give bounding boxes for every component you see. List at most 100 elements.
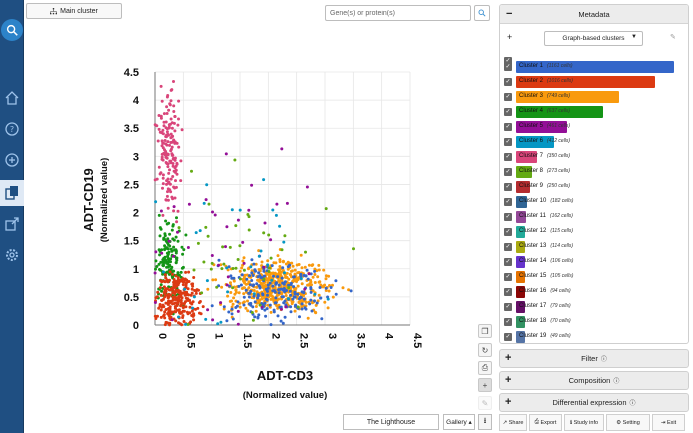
cluster-checkbox[interactable]: ✓ xyxy=(504,198,512,206)
cluster-checkbox[interactable]: ✓ xyxy=(504,93,512,101)
add-icon[interactable] xyxy=(3,151,21,169)
edit-plot-button[interactable]: ✎ xyxy=(478,396,492,410)
zoom-button[interactable]: + xyxy=(478,378,492,392)
export-button[interactable]: ⎙ Export xyxy=(529,414,562,431)
metadata-header[interactable]: − Metadata xyxy=(500,5,688,24)
add-metadata-button[interactable]: + xyxy=(507,32,513,42)
cluster-row[interactable]: ✓ Cluster 3 (749 cells) xyxy=(504,91,686,104)
cluster-checkbox[interactable]: ✓ xyxy=(504,183,512,191)
data-point xyxy=(222,262,226,266)
cluster-row[interactable]: ✓ Cluster 18 (70 cells) xyxy=(504,316,686,329)
cluster-row[interactable]: ✓ Cluster 1 (1161 cells) xyxy=(504,61,686,74)
scatter-plot[interactable]: 0 0.5 1 1.5 2 2.5 3 3.5 4 4.5 0 0.5 1 1.5 2 2.5 3 3.5 4 4.5… xyxy=(80,62,430,402)
cluster-checkbox[interactable]: ✓ xyxy=(504,213,512,221)
data-point xyxy=(177,315,180,319)
y-axis-label: ADT-CD19 xyxy=(81,168,96,232)
data-point xyxy=(172,209,176,213)
cluster-checkbox[interactable]: ✓ xyxy=(504,108,512,116)
cluster-checkbox[interactable]: ✓ xyxy=(504,258,512,266)
cluster-row[interactable]: ✓ Cluster 19 (49 cells) xyxy=(504,331,686,343)
cluster-row[interactable]: ✓ Cluster 14 (106 cells) xyxy=(504,256,686,269)
cluster-checkbox[interactable]: ✓ xyxy=(504,288,512,296)
cluster-checkbox[interactable]: ✓ xyxy=(504,63,512,71)
help-icon[interactable]: ? xyxy=(3,120,21,138)
cluster-row[interactable]: ✓ Cluster 15 (105 cells) xyxy=(504,271,686,284)
expand-icon[interactable]: + xyxy=(505,352,512,364)
filter-panel-header[interactable]: + Filter ⓘ xyxy=(499,349,689,368)
setting-button[interactable]: ⚙ Setting xyxy=(606,414,650,431)
exit-button[interactable]: ⇥ Exit xyxy=(652,414,685,431)
print-button[interactable]: ⎙ xyxy=(478,361,492,375)
data-point xyxy=(156,290,160,294)
info-icon[interactable]: ⓘ xyxy=(600,357,607,363)
data-point xyxy=(224,152,228,156)
export-icon[interactable] xyxy=(3,215,21,233)
study-info-button[interactable]: ℹ Study info xyxy=(564,414,604,431)
cluster-checkbox[interactable]: ✓ xyxy=(504,123,512,131)
data-point xyxy=(210,304,214,308)
cluster-checkbox[interactable]: ✓ xyxy=(504,318,512,326)
cluster-checkbox[interactable]: ✓ xyxy=(504,138,512,146)
info-icon[interactable]: ⓘ xyxy=(629,401,636,407)
cluster-checkbox[interactable]: ✓ xyxy=(504,303,512,311)
info-icon[interactable]: ⓘ xyxy=(613,379,620,385)
share-button[interactable]: ↗ Share xyxy=(499,414,527,431)
cluster-checkbox[interactable]: ✓ xyxy=(504,333,512,341)
search-button[interactable] xyxy=(474,5,490,21)
cluster-checkbox[interactable]: ✓ xyxy=(504,243,512,251)
copy-plot-button[interactable]: ❐ xyxy=(478,324,492,338)
data-point xyxy=(168,270,172,274)
settings-icon[interactable] xyxy=(3,246,21,264)
cluster-row[interactable]: ✓ Cluster 16 (94 cells) xyxy=(504,286,686,299)
gene-search-input[interactable] xyxy=(325,5,471,21)
cluster-row[interactable]: ✓ Cluster 7 (350 cells) xyxy=(504,151,686,164)
cluster-row[interactable]: ✓ Cluster 5 (461 cells) xyxy=(504,121,686,134)
download-button[interactable]: ⭳ xyxy=(478,414,492,430)
main-cluster-button[interactable]: Main cluster xyxy=(26,3,122,19)
data-point xyxy=(164,293,168,297)
cluster-row[interactable]: ✓ Cluster 8 (273 cells) xyxy=(504,166,686,179)
data-point xyxy=(174,179,177,183)
cluster-row[interactable]: ✓ Cluster 11 (162 cells) xyxy=(504,211,686,224)
cluster-label: Cluster 1 (1161 cells) xyxy=(519,63,573,69)
cluster-row[interactable]: ✓ Cluster 4 (637 cells) xyxy=(504,106,686,119)
data-point xyxy=(181,314,185,318)
data-point xyxy=(283,299,287,303)
cluster-row[interactable]: ✓ Cluster 9 (250 cells) xyxy=(504,181,686,194)
cluster-row[interactable]: ✓ Cluster 6 (412 cells) xyxy=(504,136,686,149)
refresh-button[interactable]: ↻ xyxy=(478,343,492,357)
cluster-checkbox[interactable]: ✓ xyxy=(504,273,512,281)
cluster-row[interactable]: ✓ Cluster 12 (115 cells) xyxy=(504,226,686,239)
lighthouse-button[interactable]: The Lighthouse xyxy=(343,414,439,430)
differential-panel-header[interactable]: + Differential expression ⓘ xyxy=(499,393,689,412)
composition-panel-header[interactable]: + Composition ⓘ xyxy=(499,371,689,390)
data-point xyxy=(168,278,171,282)
data-point xyxy=(172,280,176,284)
expand-icon[interactable]: + xyxy=(505,374,512,386)
edit-metadata-icon[interactable]: ✎ xyxy=(670,34,676,41)
cluster-checkbox[interactable]: ✓ xyxy=(504,228,512,236)
cluster-row[interactable]: ✓ Cluster 2 (1016 cells) xyxy=(504,76,686,89)
home-icon[interactable] xyxy=(3,89,21,107)
expand-icon[interactable]: + xyxy=(505,396,512,408)
data-point xyxy=(159,114,163,118)
metadata-select[interactable]: Graph-based clusters ▼ xyxy=(544,31,643,46)
cluster-checkbox[interactable]: ✓ xyxy=(504,168,512,176)
data-point xyxy=(165,194,169,198)
copy-icon[interactable] xyxy=(3,184,21,202)
data-point xyxy=(267,275,271,279)
data-point xyxy=(169,132,173,136)
cluster-row[interactable]: ✓ Cluster 10 (182 cells) xyxy=(504,196,686,209)
cluster-checkbox[interactable]: ✓ xyxy=(504,153,512,161)
cluster-row[interactable]: ✓ Cluster 13 (114 cells) xyxy=(504,241,686,254)
data-point xyxy=(198,300,202,303)
gallery-button[interactable]: Gallery ▴ xyxy=(443,414,475,430)
cluster-row[interactable]: ✓ Cluster 17 (79 cells) xyxy=(504,301,686,314)
collapse-icon[interactable]: − xyxy=(506,8,513,20)
data-point xyxy=(168,232,172,236)
select-all-checkbox[interactable]: ✓ xyxy=(504,49,512,67)
cluster-checkbox[interactable]: ✓ xyxy=(504,78,512,86)
data-point xyxy=(269,256,273,260)
data-point xyxy=(289,310,293,314)
logo-search-icon[interactable] xyxy=(1,19,23,41)
